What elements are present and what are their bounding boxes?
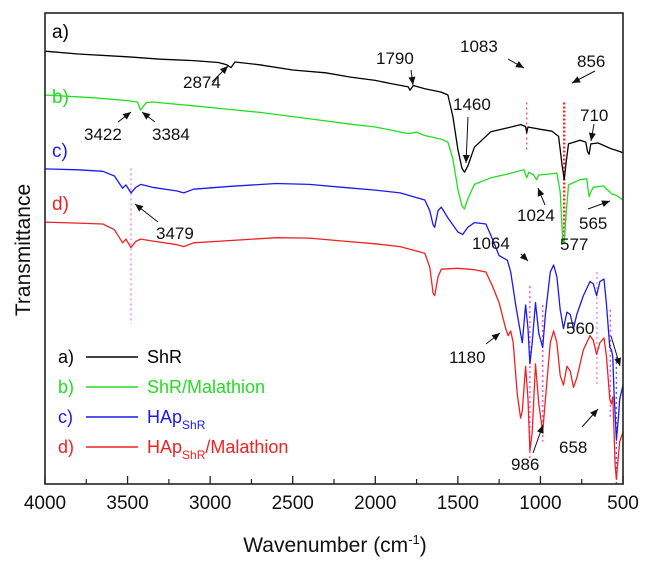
arrow-head-565 bbox=[601, 200, 610, 208]
curve-label-c: c) bbox=[52, 141, 68, 162]
peak-label-2874: 2874 bbox=[183, 73, 221, 92]
peak-label-710: 710 bbox=[580, 106, 608, 125]
arrow-head-3384 bbox=[142, 112, 151, 120]
series-line-d bbox=[44, 221, 624, 480]
arrow-head-1083 bbox=[515, 61, 524, 68]
x-tick-label-3000: 3000 bbox=[189, 493, 231, 514]
arrow-head-1064 bbox=[519, 252, 528, 261]
curve-label-b: b) bbox=[52, 87, 69, 108]
peak-label-1460: 1460 bbox=[453, 95, 491, 114]
arrow-head-1024 bbox=[537, 188, 545, 197]
peak-label-3422: 3422 bbox=[84, 125, 122, 144]
series-line-c bbox=[44, 168, 624, 441]
arrow-head-986 bbox=[537, 425, 544, 434]
arrow-head-3422 bbox=[122, 112, 131, 120]
y-axis-title: Transmittance bbox=[12, 184, 35, 316]
x-tick-label-1500: 1500 bbox=[437, 493, 479, 514]
annotation-arrows bbox=[117, 58, 622, 454]
series-line-b bbox=[44, 94, 624, 245]
peak-annotations: 2874 1790 1083 856 1460 710 3422 3384 1024 565 577… bbox=[84, 37, 608, 474]
arrow-head-710 bbox=[588, 132, 596, 141]
legend-tag-3: d) bbox=[58, 437, 74, 457]
peak-label-1024: 1024 bbox=[517, 206, 555, 225]
x-tick-label-3500: 3500 bbox=[106, 493, 148, 514]
curve-label-a: a) bbox=[52, 22, 69, 43]
arrow-head-1790 bbox=[408, 76, 416, 85]
arrow-head-1180 bbox=[491, 333, 500, 341]
arrow-head-1460 bbox=[462, 154, 470, 163]
peak-label-856: 856 bbox=[577, 52, 605, 71]
peak-label-1083: 1083 bbox=[460, 37, 498, 56]
arrow-head-560 bbox=[614, 357, 622, 366]
arrow-head-3479 bbox=[135, 204, 144, 212]
peak-label-3384: 3384 bbox=[152, 125, 190, 144]
peak-label-1180: 1180 bbox=[449, 348, 486, 367]
legend: a) ShR b) ShR/Malathion c) HApShR d) HApShR/Mal… bbox=[58, 347, 288, 462]
x-axis-ticks: 4000 3500 3000 2500 2000 1500 1000 500 bbox=[24, 476, 639, 514]
peak-label-1064: 1064 bbox=[472, 234, 510, 253]
x-tick-label-2500: 2500 bbox=[272, 493, 314, 514]
peak-label-560: 560 bbox=[566, 319, 594, 338]
curve-label-d: d) bbox=[52, 194, 69, 215]
x-tick-label-4000: 4000 bbox=[24, 493, 66, 514]
curve-labels: a) b) c) d) bbox=[52, 22, 69, 215]
arrow-head-856 bbox=[572, 76, 581, 83]
peak-label-565: 565 bbox=[579, 214, 607, 233]
x-axis-title: Wavenumber (cm-1) bbox=[243, 532, 427, 557]
peak-label-1790: 1790 bbox=[376, 49, 414, 68]
legend-tag-0: a) bbox=[58, 347, 74, 367]
peak-label-986: 986 bbox=[511, 455, 539, 474]
legend-label-1: ShR/Malathion bbox=[147, 377, 265, 397]
x-axis-title-superscript: -1 bbox=[408, 532, 420, 547]
arrow-head-658 bbox=[590, 409, 598, 418]
x-tick-label-500: 500 bbox=[607, 493, 639, 514]
legend-label-2: HApShR bbox=[147, 407, 206, 432]
arrow-head-2874 bbox=[219, 66, 228, 75]
legend-tag-1: b) bbox=[58, 377, 74, 397]
legend-label-0: ShR bbox=[147, 347, 182, 367]
spectra-curves bbox=[44, 50, 624, 480]
x-tick-label-1000: 1000 bbox=[519, 493, 561, 514]
peak-label-577: 577 bbox=[560, 235, 588, 254]
series-line-a bbox=[44, 50, 624, 181]
peak-label-3479: 3479 bbox=[156, 224, 194, 243]
x-tick-label-2000: 2000 bbox=[354, 493, 396, 514]
legend-tag-2: c) bbox=[58, 407, 73, 427]
legend-label-3: HApShR/Malathion bbox=[147, 437, 288, 462]
peak-label-658: 658 bbox=[559, 438, 587, 457]
